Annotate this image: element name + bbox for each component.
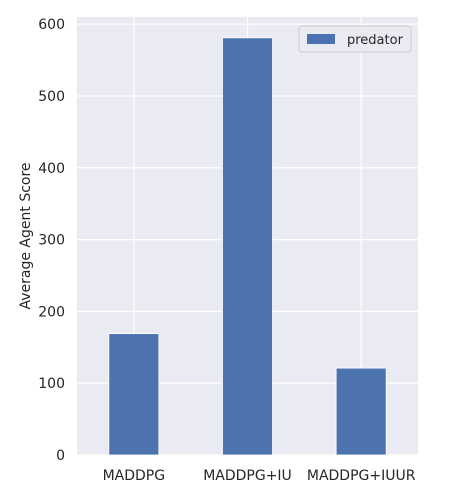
bar-maddpg-iu <box>222 37 273 456</box>
y-tick-label: 0 <box>56 448 65 464</box>
y-tick-label: 400 <box>38 161 65 177</box>
y-tick-labels: 0 100 200 300 400 500 600 <box>38 17 65 464</box>
legend-swatch <box>307 34 335 44</box>
legend-box <box>298 25 412 53</box>
x-tick-labels: MADDPG MADDPG+IU MADDPG+IUUR <box>103 468 416 484</box>
x-tick-label: MADDPG <box>103 468 166 484</box>
x-tick-label: MADDPG+IUUR <box>307 468 416 484</box>
bar-maddpg <box>108 333 160 456</box>
y-tick-label: 100 <box>38 376 65 392</box>
y-tick-label: 300 <box>38 233 65 249</box>
bars <box>108 37 387 456</box>
y-tick-label: 600 <box>38 17 65 33</box>
bar-maddpg-iuur <box>335 367 387 456</box>
legend: predator <box>298 25 412 53</box>
y-tick-label: 500 <box>38 89 65 105</box>
y-axis-label: Average Agent Score <box>18 162 34 309</box>
x-tick-label: MADDPG+IU <box>203 468 292 484</box>
y-tick-label: 200 <box>38 304 65 320</box>
legend-label: predator <box>347 33 404 48</box>
